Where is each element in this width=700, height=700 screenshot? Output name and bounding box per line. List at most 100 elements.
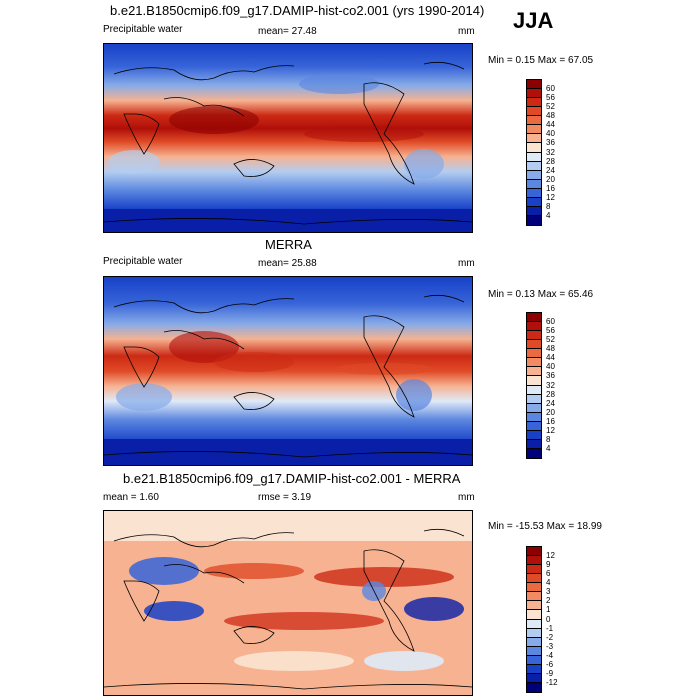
colorbar-tick-label: -3 — [546, 641, 554, 651]
colorbar-tick-label: 2 — [546, 596, 551, 606]
colorbar-tick-label: -6 — [546, 659, 554, 669]
panel-1-colorbar — [526, 79, 542, 226]
colorbar-tick-label: 20 — [546, 174, 555, 184]
colorbar-segment — [527, 646, 541, 656]
panel-3-mean-label: mean = 1.60 — [103, 492, 159, 503]
colorbar-segment — [527, 367, 541, 377]
colorbar-tick-label: 40 — [546, 362, 555, 372]
panel-2-variable-label: Precipitable water — [103, 256, 183, 267]
colorbar-tick-label: -2 — [546, 632, 554, 642]
colorbar-tick-label: -9 — [546, 668, 554, 678]
colorbar-tick-label: 48 — [546, 111, 555, 121]
panel-3-title: b.e21.B1850cmip6.f09_g17.DAMIP-hist-co2.… — [123, 471, 461, 486]
colorbar-tick-label: 12 — [546, 192, 555, 202]
colorbar-tick-label: 12 — [546, 551, 555, 561]
panel-1-map — [103, 43, 473, 233]
colorbar-tick-label: 6 — [546, 569, 551, 579]
colorbar-tick-label: 0 — [546, 614, 551, 624]
panel-1-mean-label: mean= 27.48 — [258, 26, 317, 37]
colorbar-segment — [527, 421, 541, 431]
colorbar-tick-label: -1 — [546, 623, 554, 633]
colorbar-segment — [527, 403, 541, 413]
panel-1-title: b.e21.B1850cmip6.f09_g17.DAMIP-hist-co2.… — [110, 3, 485, 18]
colorbar-segment — [527, 376, 541, 386]
colorbar-tick-label: 9 — [546, 560, 551, 570]
colorbar-segment — [527, 125, 541, 135]
colorbar-segment — [527, 385, 541, 395]
panel-2-map — [103, 276, 473, 466]
colorbar-segment — [527, 358, 541, 368]
colorbar-segment — [527, 574, 541, 584]
colorbar-tick-label: 32 — [546, 380, 555, 390]
colorbar-segment — [527, 556, 541, 566]
panel-3-map — [103, 510, 473, 696]
colorbar-tick-label: 60 — [546, 317, 555, 327]
colorbar-segment — [527, 116, 541, 126]
colorbar-segment — [527, 188, 541, 198]
colorbar-segment — [527, 313, 541, 323]
colorbar-segment — [527, 349, 541, 359]
colorbar-segment — [527, 628, 541, 638]
colorbar-tick-label: 12 — [546, 425, 555, 435]
panel-2-map-field — [104, 277, 472, 465]
colorbar-tick-label: 44 — [546, 120, 555, 130]
colorbar-segment — [527, 394, 541, 404]
colorbar-tick-label: -4 — [546, 650, 554, 660]
colorbar-tick-label: 44 — [546, 353, 555, 363]
colorbar-tick-label: 56 — [546, 326, 555, 336]
colorbar-segment — [527, 80, 541, 90]
panel-1-map-field — [104, 44, 472, 232]
colorbar-tick-label: 8 — [546, 434, 551, 444]
colorbar-segment — [527, 98, 541, 108]
colorbar-segment — [527, 655, 541, 665]
colorbar-tick-label: 24 — [546, 165, 555, 175]
colorbar-segment — [527, 412, 541, 422]
panel-3-rmse-label: rmse = 3.19 — [258, 492, 312, 503]
colorbar-segment — [527, 107, 541, 117]
colorbar-tick-label: 20 — [546, 407, 555, 417]
colorbar-tick-label: 60 — [546, 84, 555, 94]
colorbar-segment — [527, 215, 541, 225]
colorbar-tick-label: 1 — [546, 605, 551, 615]
colorbar-segment — [527, 197, 541, 207]
colorbar-tick-label: 4 — [546, 578, 551, 588]
colorbar-segment — [527, 161, 541, 171]
colorbar-segment — [527, 610, 541, 620]
colorbar-segment — [527, 89, 541, 99]
colorbar-tick-label: 40 — [546, 129, 555, 139]
colorbar-segment — [527, 682, 541, 692]
colorbar-tick-label: 56 — [546, 93, 555, 103]
colorbar-segment — [527, 331, 541, 341]
panel-3-colorbar — [526, 546, 542, 693]
colorbar-segment — [527, 143, 541, 153]
colorbar-segment — [527, 619, 541, 629]
colorbar-tick-label: 8 — [546, 201, 551, 211]
colorbar-tick-label: 52 — [546, 335, 555, 345]
season-label: JJA — [513, 8, 554, 33]
colorbar-segment — [527, 664, 541, 674]
colorbar-tick-label: 36 — [546, 138, 555, 148]
colorbar-segment — [527, 592, 541, 602]
colorbar-segment — [527, 134, 541, 144]
colorbar-segment — [527, 439, 541, 449]
colorbar-segment — [527, 601, 541, 611]
colorbar-segment — [527, 179, 541, 189]
colorbar-segment — [527, 583, 541, 593]
panel-2-unit-label: mm — [458, 258, 475, 269]
panel-3-minmax-label: Min = -15.53 Max = 18.99 — [488, 521, 602, 532]
colorbar-tick-label: 24 — [546, 398, 555, 408]
colorbar-segment — [527, 322, 541, 332]
colorbar-tick-label: 4 — [546, 443, 551, 453]
colorbar-tick-label: 36 — [546, 371, 555, 381]
colorbar-segment — [527, 170, 541, 180]
colorbar-segment — [527, 206, 541, 216]
colorbar-tick-label: 28 — [546, 389, 555, 399]
colorbar-tick-label: 28 — [546, 156, 555, 166]
colorbar-tick-label: 4 — [546, 210, 551, 220]
colorbar-segment — [527, 673, 541, 683]
panel-2-mean-label: mean= 25.88 — [258, 258, 317, 269]
colorbar-segment — [527, 430, 541, 440]
panel-1-minmax-label: Min = 0.15 Max = 67.05 — [488, 55, 594, 66]
colorbar-segment — [527, 547, 541, 557]
panel-1-unit-label: mm — [458, 26, 475, 37]
